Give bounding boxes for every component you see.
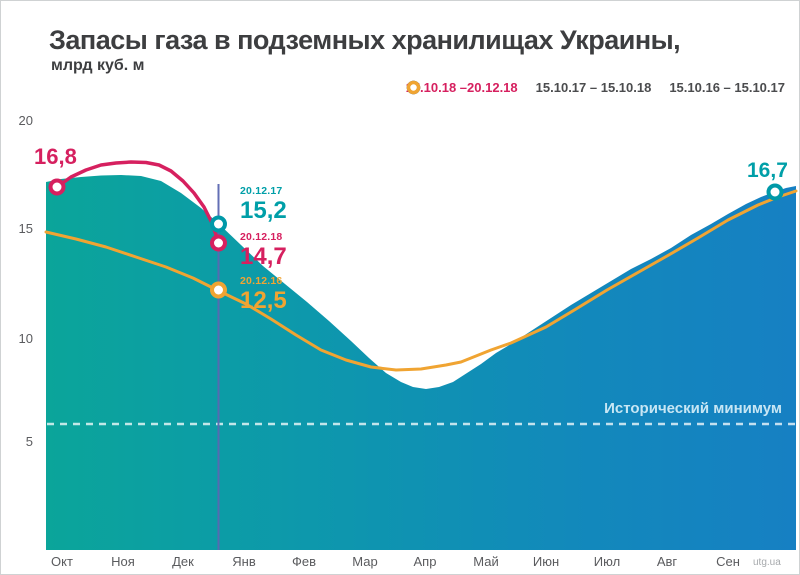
x-axis-tick: Фев [291, 554, 317, 569]
value-label-end: 16,7 [747, 159, 788, 182]
x-axis-tick: Июн [532, 554, 560, 569]
watermark: utg.ua [753, 557, 781, 568]
value-label-start: 16,8 [34, 144, 77, 169]
callout-date: 20.12.18 [240, 231, 283, 243]
callout-value: 14,7 [240, 243, 287, 270]
x-axis-tick: Окт [51, 554, 73, 569]
callout-value: 12,5 [240, 287, 287, 314]
callout-value: 15,2 [240, 197, 287, 224]
x-axis-tick: Авг [656, 554, 678, 569]
y-axis-tick: 15 [18, 221, 33, 236]
historical-minimum-label: Исторический минимум [604, 400, 782, 417]
ring-icon [406, 80, 420, 95]
legend-label: 15.10.17 – 15.10.18 [535, 80, 652, 95]
x-axis-tick: Сен [716, 554, 740, 569]
legend-item-2017-18: 15.10.17 – 15.10.18 [406, 80, 652, 95]
callout-20-12-16: 20.12.16 12,5 [240, 275, 287, 313]
storage-area-2017-18 [46, 175, 796, 550]
x-axis-tick: Дек [172, 554, 194, 569]
callout-20-12-17: 20.12.17 15,2 [240, 185, 287, 223]
legend-item-2016-17: 15.10.16 – 15.10.17 [406, 80, 785, 95]
y-axis-tick: 5 [25, 434, 33, 449]
marker-20-12-16 [210, 281, 227, 299]
marker-end-16-7 [766, 183, 784, 201]
legend-label: 15.10.16 – 15.10.17 [669, 80, 785, 95]
callout-date: 20.12.17 [240, 185, 283, 197]
page-subtitle: млрд куб. м [51, 57, 145, 74]
marker-20-12-17 [210, 215, 227, 233]
legend-label: 15.10.18 –20.12.18 [405, 80, 518, 95]
x-axis-tick: Май [473, 554, 499, 569]
x-axis-tick: Июл [593, 554, 621, 569]
y-axis-tick: 10 [18, 331, 33, 346]
line-2016-17 [44, 189, 798, 372]
x-axis-tick: Мар [352, 554, 378, 569]
marker-start-16-8 [48, 178, 66, 196]
callout-date: 20.12.16 [240, 275, 283, 287]
callout-20-12-18: 20.12.18 14,7 [240, 231, 287, 269]
x-axis-tick: Ноя [111, 554, 135, 569]
x-axis-tick: Апр [413, 554, 437, 569]
page-title: Запасы газа в подземных хранилищах Украи… [49, 25, 681, 55]
y-axis-tick: 20 [18, 113, 33, 128]
legend: 15.10.18 –20.12.18 15.10.17 – 15.10.18 1… [406, 80, 785, 95]
marker-20-12-18 [210, 234, 227, 252]
x-axis-tick: Янв [232, 554, 256, 569]
line-2018-current [55, 160, 220, 243]
legend-item-current: 15.10.18 –20.12.18 [406, 80, 518, 95]
